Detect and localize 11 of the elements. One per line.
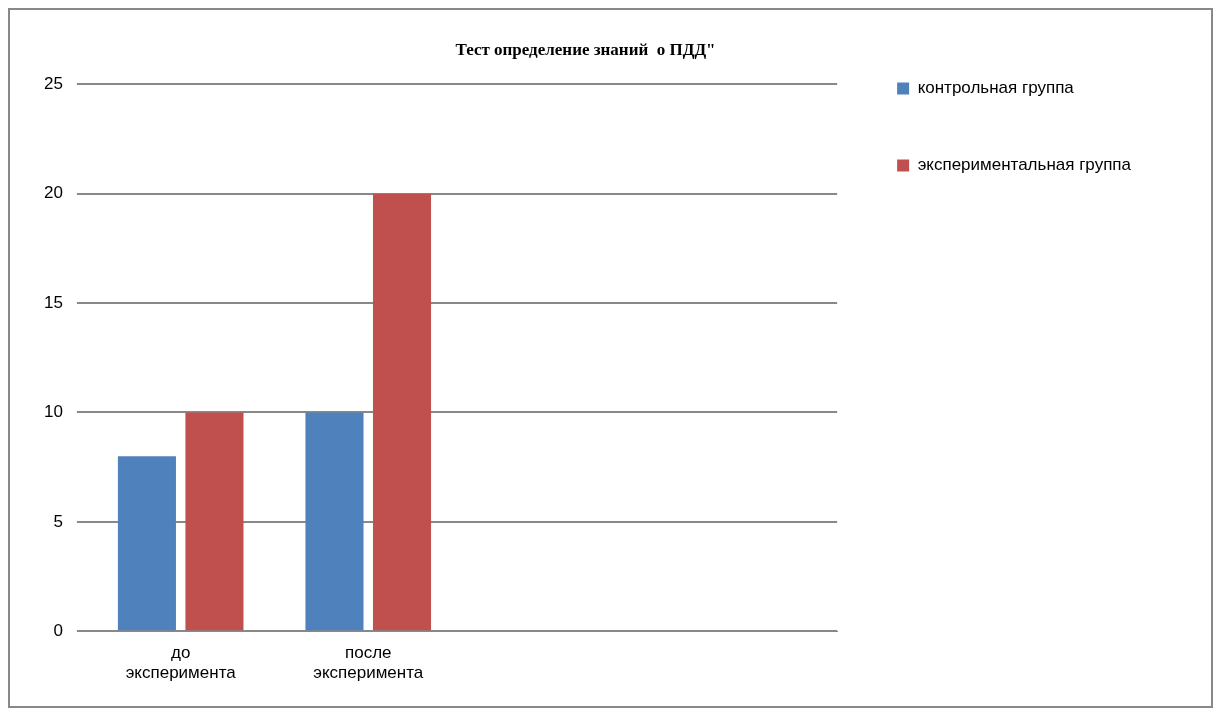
x-tick-label: после эксперимента	[313, 643, 424, 683]
legend-label: экспериментальная группа	[917, 155, 1132, 175]
y-tick-label: 15	[43, 292, 63, 312]
legend-label: контрольная группа	[917, 78, 1075, 98]
chart-title: Тест определение знаний о ПДД"	[455, 39, 716, 59]
x-tick-label: до эксперимента	[125, 643, 237, 683]
y-tick-label: 5	[53, 511, 63, 531]
y-tick-label: 25	[43, 74, 63, 94]
y-tick-label: 0	[53, 620, 63, 640]
y-tick-label: 20	[43, 183, 63, 203]
y-tick-label: 10	[43, 402, 63, 422]
